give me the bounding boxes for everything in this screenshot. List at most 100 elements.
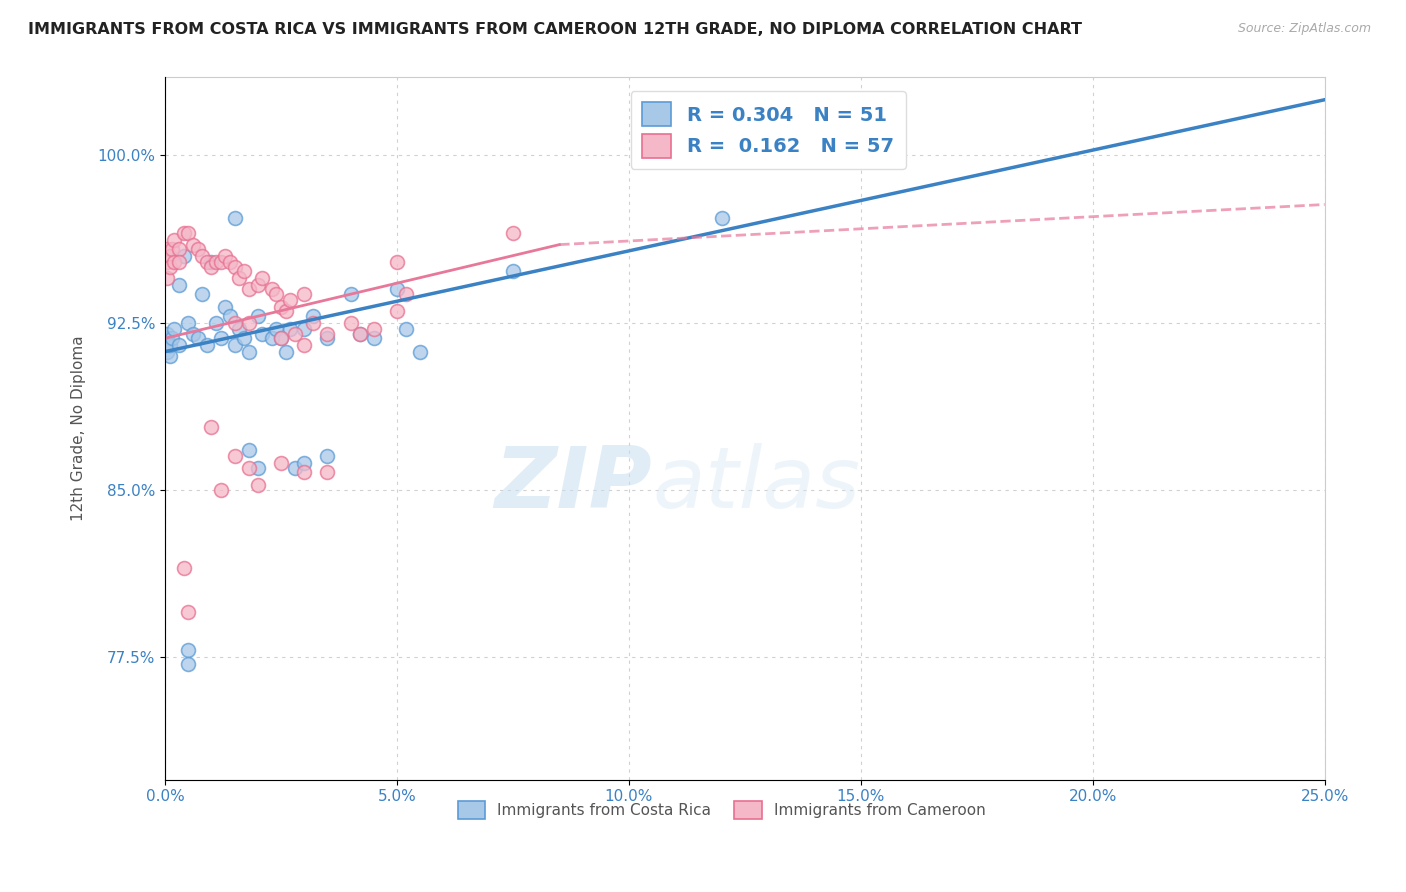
Point	[224, 338, 246, 352]
Point	[270, 331, 292, 345]
Point	[205, 316, 228, 330]
Point	[163, 233, 186, 247]
Point	[232, 264, 254, 278]
Point	[710, 211, 733, 225]
Point	[195, 338, 218, 352]
Point	[395, 286, 418, 301]
Point	[260, 331, 283, 345]
Point	[232, 331, 254, 345]
Point	[214, 249, 236, 263]
Point	[177, 657, 200, 671]
Point	[219, 255, 242, 269]
Point	[292, 322, 315, 336]
Point	[209, 483, 232, 497]
Point	[173, 249, 195, 263]
Point	[167, 277, 190, 292]
Point	[385, 304, 408, 318]
Point	[159, 338, 181, 352]
Point	[274, 344, 297, 359]
Point	[159, 349, 181, 363]
Point	[177, 227, 200, 241]
Point	[270, 300, 292, 314]
Text: Source: ZipAtlas.com: Source: ZipAtlas.com	[1237, 22, 1371, 36]
Point	[167, 242, 190, 256]
Point	[200, 420, 222, 434]
Point	[156, 255, 179, 269]
Point	[246, 460, 269, 475]
Point	[302, 316, 325, 330]
Point	[173, 561, 195, 575]
Point	[177, 606, 200, 620]
Point	[363, 331, 385, 345]
Point	[266, 322, 288, 336]
Point	[159, 249, 181, 263]
Point	[163, 255, 186, 269]
Point	[156, 271, 179, 285]
Point	[224, 211, 246, 225]
Point	[316, 326, 339, 341]
Y-axis label: 12th Grade, No Diploma: 12th Grade, No Diploma	[72, 335, 86, 521]
Point	[316, 331, 339, 345]
Point	[316, 450, 339, 464]
Point	[238, 316, 260, 330]
Point	[195, 255, 218, 269]
Point	[246, 277, 269, 292]
Point	[278, 293, 301, 308]
Point	[266, 286, 288, 301]
Point	[228, 322, 250, 336]
Point	[260, 282, 283, 296]
Point	[224, 260, 246, 274]
Point	[238, 344, 260, 359]
Point	[205, 255, 228, 269]
Point	[228, 271, 250, 285]
Point	[156, 331, 179, 345]
Legend: Immigrants from Costa Rica, Immigrants from Cameroon: Immigrants from Costa Rica, Immigrants f…	[451, 795, 991, 824]
Point	[339, 286, 361, 301]
Point	[163, 322, 186, 336]
Point	[167, 338, 190, 352]
Point	[191, 286, 214, 301]
Point	[316, 465, 339, 479]
Point	[160, 331, 183, 345]
Point	[502, 227, 524, 241]
Point	[292, 465, 315, 479]
Point	[385, 255, 408, 269]
Point	[209, 331, 232, 345]
Point	[167, 255, 190, 269]
Point	[502, 264, 524, 278]
Point	[284, 460, 307, 475]
Point	[181, 237, 204, 252]
Point	[349, 326, 371, 341]
Point	[363, 322, 385, 336]
Point	[270, 456, 292, 470]
Point	[238, 282, 260, 296]
Point	[160, 242, 183, 256]
Point	[186, 331, 208, 345]
Point	[349, 326, 371, 341]
Point	[181, 326, 204, 341]
Point	[292, 286, 315, 301]
Point	[156, 344, 179, 359]
Point	[156, 338, 179, 352]
Point	[209, 255, 232, 269]
Point	[177, 643, 200, 657]
Point	[156, 326, 179, 341]
Point	[173, 227, 195, 241]
Point	[252, 326, 274, 341]
Point	[191, 249, 214, 263]
Text: IMMIGRANTS FROM COSTA RICA VS IMMIGRANTS FROM CAMEROON 12TH GRADE, NO DIPLOMA CO: IMMIGRANTS FROM COSTA RICA VS IMMIGRANTS…	[28, 22, 1083, 37]
Point	[186, 242, 208, 256]
Point	[284, 326, 307, 341]
Point	[292, 456, 315, 470]
Point	[302, 309, 325, 323]
Point	[200, 255, 222, 269]
Point	[238, 442, 260, 457]
Point	[177, 316, 200, 330]
Point	[219, 309, 242, 323]
Point	[238, 460, 260, 475]
Point	[224, 316, 246, 330]
Point	[200, 260, 222, 274]
Point	[395, 322, 418, 336]
Point	[292, 338, 315, 352]
Point	[409, 344, 432, 359]
